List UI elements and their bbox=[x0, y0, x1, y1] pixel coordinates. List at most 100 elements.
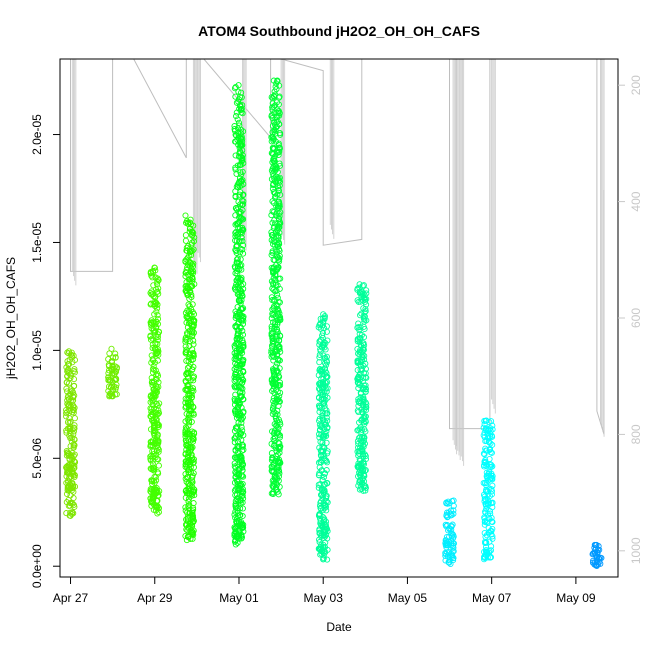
data-point bbox=[232, 237, 239, 244]
data-point bbox=[322, 385, 329, 392]
plot-frame bbox=[59, 58, 619, 578]
data-point bbox=[486, 446, 493, 453]
data-point bbox=[233, 414, 240, 421]
data-point bbox=[273, 80, 280, 87]
y-right-tick-label: 1000 bbox=[629, 537, 643, 564]
data-point bbox=[149, 453, 156, 460]
data-point bbox=[318, 367, 325, 374]
data-point bbox=[276, 201, 283, 208]
y-tick-label: 1.5e-05 bbox=[30, 222, 44, 263]
data-point bbox=[148, 325, 155, 332]
data-point bbox=[321, 529, 328, 536]
data-point bbox=[271, 354, 278, 361]
data-point bbox=[231, 397, 238, 404]
data-point bbox=[275, 373, 282, 380]
data-point bbox=[237, 101, 244, 108]
data-point bbox=[354, 336, 361, 343]
data-point bbox=[65, 350, 72, 357]
data-point bbox=[275, 151, 282, 158]
data-point bbox=[238, 276, 245, 283]
data-point bbox=[147, 486, 154, 493]
data-point bbox=[277, 130, 284, 137]
data-point bbox=[234, 116, 241, 123]
data-point bbox=[354, 338, 361, 345]
data-point bbox=[489, 441, 496, 448]
data-point bbox=[482, 539, 490, 546]
data-point bbox=[234, 423, 241, 430]
data-point bbox=[70, 352, 77, 359]
data-point bbox=[318, 375, 325, 382]
data-point bbox=[69, 387, 76, 394]
data-point bbox=[239, 157, 246, 164]
data-point bbox=[147, 442, 154, 449]
data-point bbox=[361, 313, 368, 320]
data-point bbox=[154, 315, 162, 322]
data-point bbox=[186, 338, 193, 345]
data-point bbox=[443, 500, 450, 507]
data-point bbox=[270, 156, 277, 163]
data-point bbox=[487, 510, 494, 517]
data-point bbox=[105, 383, 113, 390]
data-point bbox=[323, 323, 330, 330]
data-point bbox=[188, 294, 195, 301]
data-point bbox=[234, 398, 241, 405]
data-point bbox=[481, 529, 488, 537]
data-point bbox=[358, 343, 365, 350]
data-point bbox=[231, 427, 238, 435]
data-point bbox=[363, 295, 370, 303]
data-point bbox=[183, 537, 190, 544]
data-point bbox=[317, 544, 324, 551]
data-point bbox=[276, 252, 283, 260]
data-point bbox=[184, 284, 191, 291]
data-point bbox=[147, 465, 154, 472]
data-point bbox=[189, 444, 196, 451]
data-point bbox=[149, 378, 156, 385]
data-point bbox=[190, 387, 197, 394]
data-point bbox=[149, 369, 157, 376]
x-tick-label: Apr 27 bbox=[53, 591, 89, 605]
data-point bbox=[273, 99, 280, 106]
data-point bbox=[147, 488, 154, 495]
data-point bbox=[276, 444, 283, 451]
data-point bbox=[488, 418, 495, 425]
data-point bbox=[354, 438, 361, 445]
data-point bbox=[71, 503, 78, 510]
altitude-trace bbox=[70, 59, 605, 466]
data-point bbox=[153, 477, 160, 484]
data-point bbox=[232, 370, 239, 377]
data-point bbox=[321, 532, 328, 539]
data-point bbox=[354, 297, 361, 304]
data-point bbox=[275, 198, 283, 205]
data-point bbox=[154, 337, 161, 344]
data-point bbox=[489, 463, 496, 470]
data-point bbox=[235, 98, 242, 105]
data-point bbox=[183, 441, 190, 448]
data-point bbox=[481, 429, 488, 436]
data-point bbox=[182, 338, 189, 345]
data-point bbox=[186, 219, 193, 226]
data-point bbox=[273, 422, 280, 429]
data-point bbox=[149, 417, 156, 424]
data-point bbox=[70, 472, 77, 479]
data-point bbox=[362, 298, 369, 305]
data-point bbox=[64, 367, 71, 374]
data-point bbox=[270, 144, 277, 151]
data-point bbox=[355, 402, 362, 409]
data-point bbox=[186, 327, 193, 334]
data-point bbox=[361, 440, 368, 447]
data-point bbox=[276, 174, 283, 181]
data-point bbox=[190, 337, 197, 344]
data-point bbox=[66, 466, 73, 473]
data-point bbox=[589, 559, 597, 566]
data-point bbox=[317, 426, 324, 433]
data-point bbox=[183, 319, 190, 326]
data-point bbox=[189, 239, 196, 246]
data-point bbox=[231, 85, 239, 92]
data-point bbox=[186, 351, 193, 358]
data-point bbox=[151, 440, 158, 447]
data-point bbox=[323, 507, 330, 514]
data-point bbox=[183, 526, 190, 533]
data-point bbox=[274, 294, 281, 301]
y-right-tick-label: 200 bbox=[629, 75, 643, 95]
data-point bbox=[231, 356, 238, 363]
